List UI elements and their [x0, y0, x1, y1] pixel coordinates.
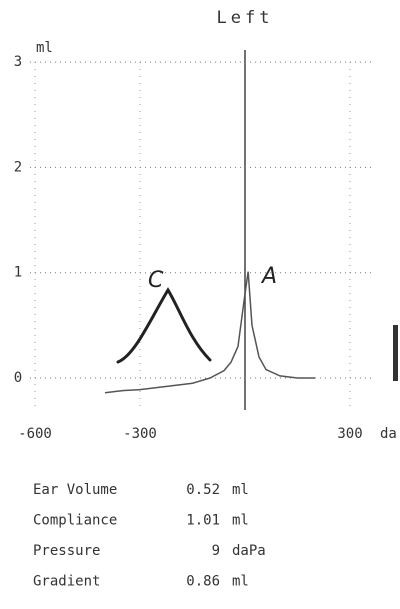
x-tick-label: -300 — [123, 426, 157, 442]
measure-value: 0.52 — [186, 482, 220, 498]
chart-title: Left — [217, 8, 274, 28]
measure-label: Pressure — [33, 543, 100, 559]
edge-marker — [393, 325, 398, 381]
measure-value: 9 — [212, 543, 220, 559]
measure-unit: daPa — [232, 543, 266, 559]
annotation: C — [148, 268, 164, 293]
y-tick-label: 0 — [14, 370, 22, 386]
hand-drawn-curve — [116, 287, 212, 364]
annotation: A — [260, 264, 277, 289]
x-tick-label: 300 — [337, 426, 362, 442]
measure-unit: ml — [232, 513, 249, 529]
x-axis-label: da — [380, 426, 397, 442]
y-axis-label: ml — [36, 40, 53, 56]
y-tick-label: 1 — [14, 265, 22, 281]
measure-label: Ear Volume — [33, 482, 117, 498]
measure-label: Gradient — [33, 574, 100, 590]
measure-unit: ml — [232, 574, 249, 590]
measure-unit: ml — [232, 482, 249, 498]
x-tick-label: -600 — [18, 426, 52, 442]
y-tick-label: 2 — [14, 159, 22, 175]
y-tick-label: 3 — [14, 54, 22, 70]
measure-value: 1.01 — [186, 513, 220, 529]
measure-value: 0.86 — [186, 574, 220, 590]
data-line — [104, 271, 315, 394]
measure-label: Compliance — [33, 513, 117, 529]
